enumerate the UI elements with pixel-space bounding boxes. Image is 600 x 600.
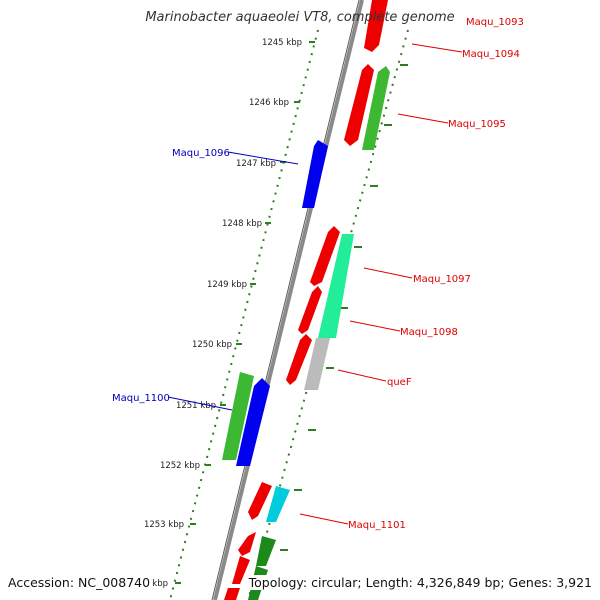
gene-quef-red[interactable] bbox=[286, 334, 312, 385]
gene-maqu-1097[interactable] bbox=[318, 234, 354, 338]
gene-bottom-red-1[interactable] bbox=[238, 532, 256, 556]
leader-maqu-1101 bbox=[299, 513, 349, 525]
leader-quef bbox=[337, 369, 387, 382]
gene-maqu-1094[interactable] bbox=[344, 64, 374, 146]
gene-maqu-1098[interactable] bbox=[298, 286, 322, 334]
gene-red-1101[interactable] bbox=[248, 482, 272, 520]
gene-features bbox=[222, 0, 390, 600]
outer-tick-marks bbox=[280, 64, 408, 551]
tick-label: 1253 kbp bbox=[144, 520, 184, 530]
gene-maqu-1095[interactable] bbox=[362, 66, 390, 150]
gene-label-maqu-1095: Maqu_1095 bbox=[448, 119, 506, 130]
tick-label: 1245 kbp bbox=[262, 38, 302, 48]
tick-label: 1252 kbp bbox=[160, 461, 200, 471]
gene-label-maqu-1097: Maqu_1097 bbox=[413, 274, 471, 285]
gene-bottom-red-3[interactable] bbox=[224, 588, 240, 600]
gene-maqu-1101[interactable] bbox=[266, 486, 290, 522]
gene-maqu-1093[interactable] bbox=[364, 0, 388, 52]
topology-text: Topology: circular; Length: 4,326,849 bp… bbox=[248, 575, 592, 590]
map-title: Marinobacter aquaeolei VT8, complete gen… bbox=[145, 10, 455, 25]
gene-green-1100[interactable] bbox=[222, 372, 254, 460]
leader-maqu-1098 bbox=[349, 320, 401, 332]
gene-label-maqu-1096: Maqu_1096 bbox=[172, 148, 230, 159]
backbone bbox=[213, 0, 364, 600]
gene-label-maqu-1094: Maqu_1094 bbox=[462, 49, 520, 60]
gene-quef[interactable] bbox=[304, 338, 330, 390]
label-leaders bbox=[167, 43, 463, 525]
gene-label-group: Maqu_1093 Maqu_1094 Maqu_1095 Maqu_1096 … bbox=[112, 17, 524, 531]
leader-maqu-1100 bbox=[167, 396, 233, 411]
tick-label: 1250 kbp bbox=[192, 340, 232, 350]
tick-label: 1246 kbp bbox=[249, 98, 289, 108]
leader-maqu-1094 bbox=[411, 43, 463, 53]
gene-maqu-1100[interactable] bbox=[236, 378, 270, 466]
leader-maqu-1096 bbox=[227, 151, 299, 165]
gene-label-quef: queF bbox=[387, 377, 412, 388]
gene-bottom-green-1[interactable] bbox=[256, 536, 276, 566]
accession-text: Accession: NC_008740 bbox=[8, 575, 151, 590]
gene-bottom-red-2[interactable] bbox=[232, 556, 250, 584]
gene-red-1097a[interactable] bbox=[310, 226, 340, 286]
inner-track bbox=[169, 29, 319, 600]
leader-maqu-1097 bbox=[363, 267, 413, 279]
tick-label: 1248 kbp bbox=[222, 219, 262, 229]
gene-label-maqu-1101: Maqu_1101 bbox=[348, 520, 406, 531]
gene-label-maqu-1093: Maqu_1093 bbox=[466, 17, 524, 28]
tick-label: 1247 kbp bbox=[236, 159, 276, 169]
gene-label-maqu-1100: Maqu_1100 bbox=[112, 393, 170, 404]
backbone-edge bbox=[211, 0, 360, 600]
tick-label: 1249 kbp bbox=[207, 280, 247, 290]
tick-label: 1251 kbp bbox=[176, 401, 216, 411]
gene-label-maqu-1098: Maqu_1098 bbox=[400, 327, 458, 338]
leader-maqu-1095 bbox=[397, 113, 449, 124]
gene-maqu-1096[interactable] bbox=[302, 140, 328, 208]
